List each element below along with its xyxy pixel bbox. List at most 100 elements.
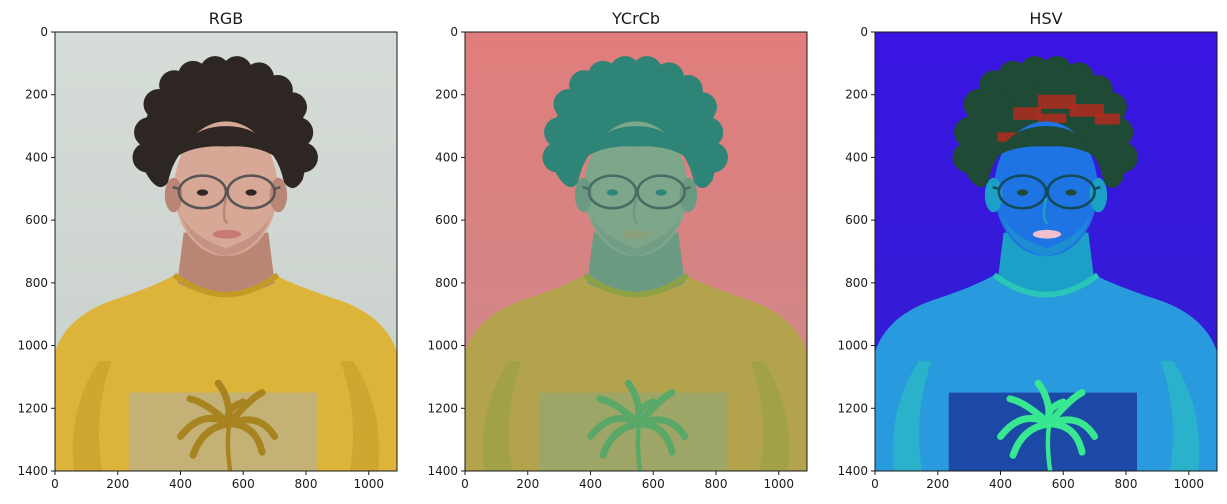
subplot-hsv: HSV 0 200 400 600 800 1000 0 200 400 600 800 1000 120… [837,9,1218,491]
hair-fringe [585,126,687,158]
eye-right [245,189,257,196]
y-tick-label: 1200 [17,401,48,415]
x-tick-label: 600 [642,477,665,491]
hair-curl [952,142,983,173]
palm-trunk [635,423,643,471]
ear-left [164,177,183,213]
hair-curl [625,70,656,101]
palm-frond [635,420,676,456]
portrait-image [465,32,807,471]
hair-curl [283,117,314,148]
palm-frond [189,420,233,459]
glasses [582,174,691,210]
x-tick-label: 400 [169,477,192,491]
x-tick-label: 800 [705,477,728,491]
y-tick-label: 1400 [427,464,458,478]
hair-curl [132,142,163,173]
shirt-fold-right [340,361,380,471]
x-tick-label: 200 [516,477,539,491]
x-tick-label: 800 [1115,477,1138,491]
glasses-temple-left [582,186,590,191]
shirt-collar [582,272,690,298]
eye-left [196,189,209,196]
y-tick-label: 200 [25,88,48,102]
hair-curl [187,76,218,107]
hair-highlight [997,94,1120,142]
shirt-print-panel [538,392,727,471]
shirt-collar [992,272,1100,298]
glasses-lens-left [997,174,1048,210]
hair-curl [693,117,724,148]
palm-print [997,379,1099,471]
shirt-print-panel [948,392,1137,471]
lips [212,229,242,239]
shirt-print-panel [128,392,317,471]
x-tick-label: 1000 [763,477,794,491]
hair-highlight-patch [1038,94,1076,109]
y-tick-label: 1200 [427,401,458,415]
eye-right [1065,189,1077,196]
x-tick-label: 200 [926,477,949,491]
palm-print [177,379,279,471]
glasses-lens-right [636,174,686,210]
y-tick-label: 800 [845,276,868,290]
y-tick-label: 800 [435,276,458,290]
plot-frame [464,31,808,472]
shirt-collar [172,272,280,298]
shirt-fold-right [1160,361,1200,471]
hair-curl [697,142,728,173]
y-tick-label: 400 [435,150,458,164]
hair-highlight-patch [1038,113,1067,123]
y-tick-label: 1000 [17,339,48,353]
glasses-temple-left [992,186,1000,191]
x-tick-label: 800 [295,477,318,491]
y-tick-label: 0 [40,25,48,39]
glasses [992,174,1101,210]
glasses-lens-left [587,174,638,210]
palm-trunk [225,423,233,471]
ear-left [984,177,1003,213]
hair-curl [1107,142,1138,173]
eye-left [1016,189,1029,196]
palm-frond [224,398,247,428]
neck-shape [997,232,1095,296]
hair-highlight-patch [1094,113,1120,125]
y-tick-label: 1000 [427,339,458,353]
lips [622,229,652,239]
glasses-temple-right [1094,186,1101,190]
palm-trunk [1045,423,1053,471]
lips [1032,229,1062,239]
plot-frame [54,31,398,472]
glasses-temple-right [684,186,691,190]
y-tick-label: 600 [25,213,48,227]
subplot-title: RGB [209,9,244,28]
x-tick-label: 200 [106,477,129,491]
y-tick-label: 0 [860,25,868,39]
subplot-title: YCrCb [611,9,660,28]
palm-frond [599,420,643,459]
hair-curl [650,79,681,110]
glasses-bridge [634,187,639,191]
x-tick-label: 600 [232,477,255,491]
hair-curl [542,142,573,173]
x-tick-label: 1000 [353,477,384,491]
hair-curl [215,70,246,101]
portrait-image [875,32,1217,471]
shirt-fold-right [750,361,790,471]
face-shadow [177,201,275,257]
nose [632,197,639,225]
y-tick-label: 1200 [837,401,868,415]
face-shadow [587,201,685,257]
subplot-ycrcb: YCrCb 0 200 400 600 800 1000 0 200 400 600 800 1000 1… [427,9,808,491]
glasses-temple-right [274,186,281,190]
y-tick-label: 600 [435,213,458,227]
y-tick-label: 1400 [17,464,48,478]
eye-right [655,189,667,196]
hair-curl [276,92,307,123]
glasses-bridge [1044,187,1049,191]
hair-curl [954,117,985,148]
glasses-temple-left [172,186,180,191]
hair-curl [1103,117,1134,148]
eye-left [606,189,619,196]
